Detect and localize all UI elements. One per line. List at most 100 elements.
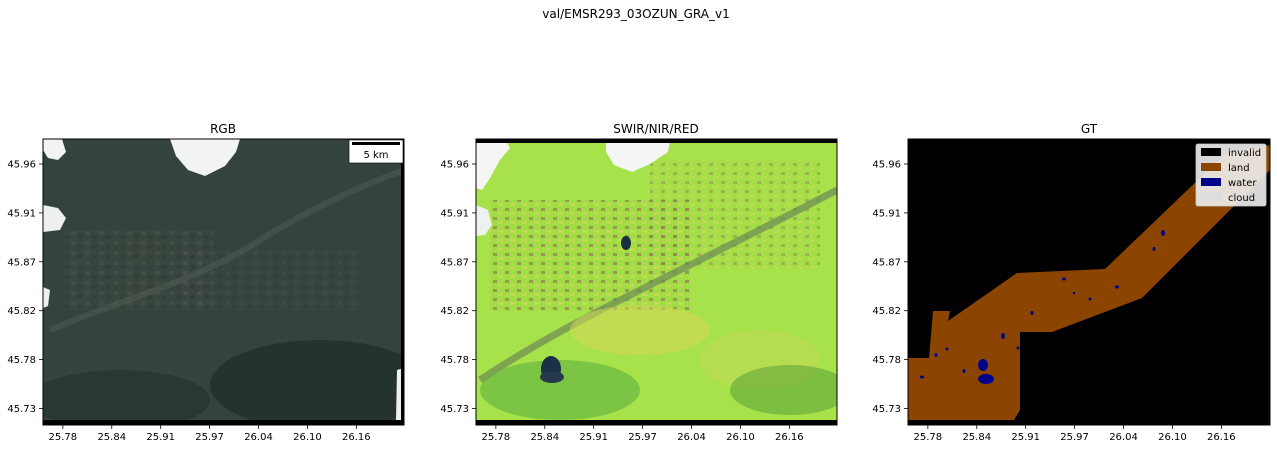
panel-gt: GT [872,122,1271,443]
axes-frame [907,138,1271,426]
gt-water-patches [920,191,1204,384]
scalebar-box [348,139,404,164]
legend-label-land: land [1228,163,1250,174]
gt-water-patch [934,353,938,357]
legend-swatch-invalid [1201,148,1221,156]
gt-water-patch [1115,285,1119,289]
swir-water-body [621,236,631,250]
rgb-cloud [170,139,240,176]
y-tick-label: 45.82 [440,306,469,317]
y-tick-label: 45.82 [7,306,36,317]
y-tick-label: 45.87 [872,257,901,268]
panel-title: GT [1081,122,1098,136]
panel-title: RGB [210,122,236,136]
gt-water-patch [1088,297,1092,301]
y-tick-label: 45.73 [7,404,36,415]
rgb-cloud [43,287,50,308]
rgb-cloud [43,205,66,232]
rgb-image [43,139,404,425]
gt-water-patch [978,359,988,371]
y-tick-label: 45.96 [872,160,901,171]
y-tick-label: 45.73 [440,404,469,415]
y-tick-label: 45.87 [7,257,36,268]
x-tick-label: 26.10 [293,432,322,443]
x-tick-label: 25.97 [195,432,224,443]
x-tick-label: 26.16 [775,432,804,443]
legend-swatch-water [1201,178,1221,186]
swir-cloud [476,139,510,190]
scalebar-bar [352,142,400,145]
swir-water-body [540,371,564,383]
gt-land-area [908,145,1270,420]
x-tick-label: 26.16 [1207,432,1236,443]
y-tick-label: 45.78 [440,355,469,366]
legend-frame [1195,143,1267,207]
x-tick-label: 25.84 [530,432,559,443]
gt-water-patch [1016,346,1020,350]
rgb-forest [210,340,404,425]
x-tick-label: 26.04 [244,432,273,443]
gt-water-patch [1001,333,1005,339]
gt-water-patch [1062,277,1066,281]
swir-dark-green [730,365,837,415]
legend-label-water: water [1228,178,1257,189]
swir-image [476,139,837,425]
gt-water-patch [962,369,966,373]
figure-suptitle: val/EMSR293_03OZUN_GRA_v1 [542,7,729,21]
x-tick-label: 25.84 [97,432,126,443]
legend-swatch-land [1201,163,1221,171]
gt-water-patch [945,347,949,351]
y-tick-label: 45.96 [7,160,36,171]
scalebar-label: 5 km [363,150,388,161]
panel-title: SWIR/NIR/RED [613,122,698,136]
gt-legend: invalid land water cloud [1195,143,1267,207]
y-tick-label: 45.91 [440,208,469,219]
axes-frame [475,138,838,426]
gt-water-patch [920,375,924,379]
scalebar: 5 km [348,139,404,164]
y-tick-label: 45.78 [872,355,901,366]
x-tick-label: 25.97 [628,432,657,443]
gt-water-patch [1152,247,1156,251]
swir-bottom-border [476,420,837,425]
x-tick-label: 25.84 [962,432,991,443]
swir-top-border [476,139,837,143]
legend-label-invalid: invalid [1228,148,1261,159]
x-tick-label: 25.97 [1060,432,1089,443]
rgb-right-border [401,139,404,425]
swir-dark-green [480,360,640,420]
y-tick-label: 45.91 [872,208,901,219]
rgb-cloud [43,139,66,160]
y-tick-label: 45.87 [440,257,469,268]
rgb-field-mosaic [180,250,360,310]
axes-frame [42,138,405,426]
y-tick-label: 45.78 [7,355,36,366]
y-tick-label: 45.91 [7,208,36,219]
x-tick-label: 26.04 [677,432,706,443]
x-tick-label: 25.91 [1011,432,1040,443]
legend-label-cloud: cloud [1228,193,1255,204]
x-tick-label: 25.78 [49,432,78,443]
x-tick-label: 26.10 [726,432,755,443]
panel-swir: SWIR/NIR/RED 25.78 25.84 25.91 25.97 26.04 26… [440,122,838,443]
gt-water-patch [1030,311,1034,315]
x-tick-label: 25.91 [579,432,608,443]
swir-cloud [606,140,670,172]
y-tick-label: 45.73 [872,404,901,415]
x-tick-label: 26.04 [1109,432,1138,443]
gt-water-patch [1161,230,1165,236]
x-tick-label: 25.78 [914,432,943,443]
x-tick-label: 26.16 [342,432,371,443]
rgb-valley [48,167,404,333]
x-tick-label: 25.91 [146,432,175,443]
y-tick-label: 45.96 [440,160,469,171]
rgb-bottom-border [43,420,404,425]
gt-water-patch [978,374,994,384]
y-tick-label: 45.82 [872,306,901,317]
swir-cloud [476,205,492,236]
swir-yellow-area [570,305,710,355]
legend-swatch-cloud [1201,193,1221,201]
swir-valley [478,186,837,383]
panel-rgb: RGB 5 km 25.78 25.84 25.91 25.97 26.04 26.10 2… [7,122,405,443]
